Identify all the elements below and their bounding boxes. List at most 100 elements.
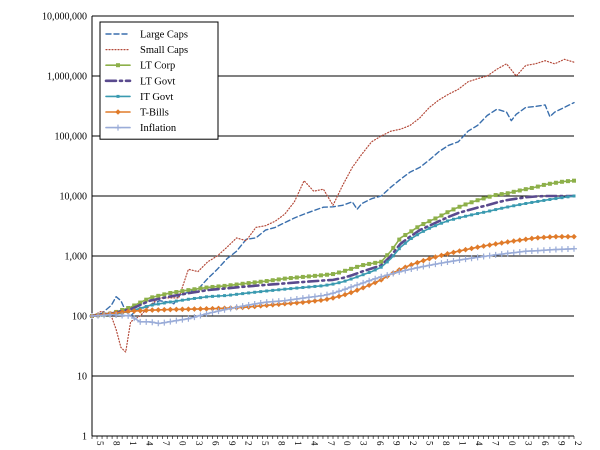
- data-point: [324, 296, 330, 303]
- x-tick-label: 9: [392, 441, 402, 446]
- data-point: [317, 292, 324, 299]
- data-point: [311, 293, 318, 300]
- data-point: [458, 216, 462, 220]
- series-line: [90, 194, 576, 318]
- data-point: [342, 286, 349, 293]
- data-point: [204, 285, 209, 290]
- data-point: [565, 233, 571, 240]
- data-point: [397, 237, 402, 242]
- data-point: [468, 245, 475, 252]
- data-point: [210, 284, 215, 289]
- x-tick-label: 3: [524, 441, 534, 446]
- data-point: [204, 295, 208, 299]
- y-tick-label: 1,000: [65, 252, 88, 263]
- data-point: [203, 305, 210, 312]
- data-point: [283, 287, 287, 291]
- data-point: [342, 291, 348, 298]
- y-tick-label: 1,000,000: [47, 72, 87, 83]
- data-point: [390, 270, 397, 277]
- data-point: [517, 188, 522, 193]
- y-tick-label: 100,000: [55, 132, 88, 143]
- data-point: [318, 297, 324, 304]
- data-point: [463, 202, 468, 207]
- data-point: [535, 184, 540, 189]
- data-point: [319, 284, 323, 288]
- data-point: [271, 288, 275, 292]
- x-tick-label: 8: [111, 441, 121, 446]
- data-point: [156, 302, 160, 306]
- data-point: [452, 217, 455, 221]
- data-point: [361, 273, 365, 277]
- data-point: [432, 261, 439, 268]
- series-small-caps: [91, 58, 575, 353]
- data-point: [433, 224, 437, 228]
- data-point: [294, 275, 299, 280]
- data-point: [293, 295, 300, 302]
- series-lt-govt: [90, 194, 576, 318]
- data-point: [137, 318, 144, 325]
- data-point: [331, 282, 335, 286]
- data-point: [246, 281, 251, 286]
- data-point: [547, 234, 553, 240]
- data-point: [402, 267, 409, 274]
- data-point: [101, 312, 108, 319]
- data-point: [444, 251, 451, 257]
- data-point: [125, 312, 132, 319]
- data-point: [397, 247, 401, 251]
- data-point: [559, 233, 565, 240]
- data-point: [161, 306, 168, 313]
- data-point: [198, 286, 203, 291]
- data-point: [474, 244, 481, 251]
- data-point: [523, 236, 529, 243]
- data-point: [264, 279, 269, 284]
- y-tick-label: 100: [72, 312, 87, 323]
- data-point: [355, 275, 359, 279]
- data-point: [559, 179, 564, 184]
- data-point: [420, 257, 427, 264]
- data-point: [337, 281, 341, 285]
- data-point: [408, 262, 415, 268]
- data-point: [197, 312, 204, 319]
- data-point: [343, 279, 347, 283]
- data-point: [494, 208, 498, 212]
- data-point: [223, 294, 227, 298]
- data-point: [227, 305, 234, 312]
- data-point: [529, 185, 534, 190]
- data-point: [523, 187, 528, 192]
- data-point: [548, 197, 552, 201]
- data-point: [498, 251, 505, 258]
- data-point: [427, 219, 432, 224]
- data-point: [95, 312, 102, 319]
- data-point: [511, 189, 516, 194]
- data-point: [445, 219, 449, 223]
- data-point: [366, 282, 372, 288]
- data-point: [240, 281, 245, 286]
- data-point: [257, 299, 264, 306]
- data-point: [500, 206, 504, 210]
- data-point: [373, 260, 378, 265]
- data-point: [312, 298, 318, 304]
- data-point: [498, 240, 505, 246]
- data-point: [516, 237, 523, 243]
- data-point: [349, 266, 354, 271]
- data-point: [323, 291, 330, 298]
- x-tick-label: 0: [177, 441, 187, 446]
- data-point: [149, 307, 156, 313]
- data-point: [492, 241, 499, 247]
- data-point: [306, 274, 311, 279]
- data-point: [372, 275, 379, 282]
- data-point: [565, 179, 570, 184]
- data-point: [516, 248, 523, 255]
- x-tick-label: 9: [557, 441, 567, 446]
- data-point: [469, 200, 474, 205]
- x-tick-label: 6: [375, 441, 385, 446]
- data-point: [138, 300, 143, 305]
- data-point: [186, 297, 190, 301]
- data-point: [488, 209, 492, 213]
- data-point: [536, 199, 540, 203]
- data-point: [486, 242, 493, 248]
- data-point: [432, 254, 439, 260]
- data-point: [197, 306, 204, 312]
- data-point: [263, 299, 270, 306]
- data-point: [571, 233, 577, 240]
